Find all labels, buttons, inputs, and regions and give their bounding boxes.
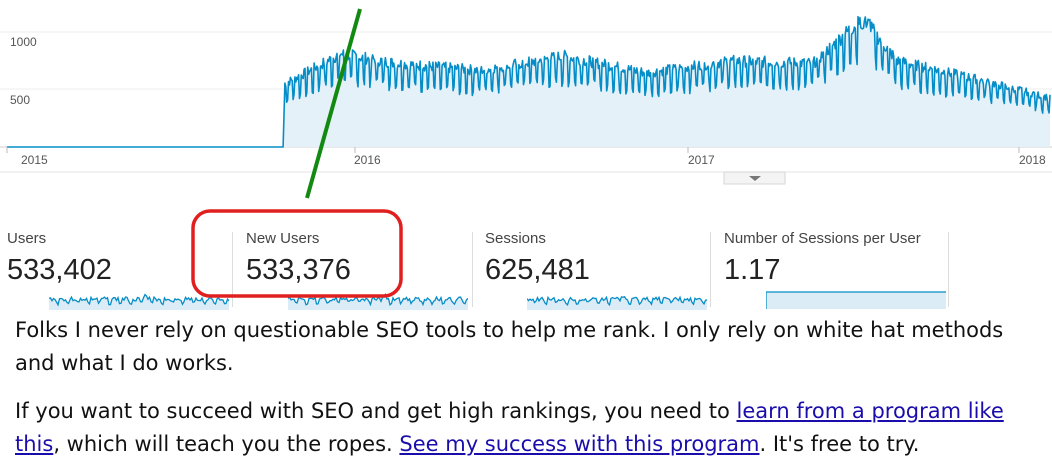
sparkline-line — [527, 295, 707, 307]
sparkline-area — [288, 294, 468, 310]
series-area — [7, 16, 1050, 148]
sparkline-line — [49, 293, 229, 307]
x-tick-2017: 2017 — [688, 153, 715, 167]
caption-paragraph-1: Folks I never rely on questionable SEO t… — [15, 318, 1004, 375]
metric-divider — [948, 232, 949, 307]
metric-label: New Users — [246, 230, 320, 247]
metric-divider — [472, 232, 473, 307]
metric-sparkline — [527, 295, 707, 310]
sparkline-area — [766, 292, 946, 309]
metric-label: Sessions — [485, 230, 546, 247]
metric-users[interactable]: Users 533,402 — [7, 230, 229, 310]
metric-label: Users — [7, 230, 47, 247]
y-tick-500: 500 — [10, 93, 30, 107]
metric-divider — [710, 232, 711, 307]
metric-sparkline — [766, 291, 946, 309]
collapse-chart-button[interactable] — [723, 171, 786, 185]
metric-value: 533,402 — [7, 254, 112, 286]
x-tick-2018: 2018 — [1019, 153, 1046, 167]
caption-text: Folks I never rely on questionable SEO t… — [15, 314, 1047, 476]
x-tick-2016: 2016 — [354, 153, 381, 167]
metric-sparkline — [49, 293, 229, 310]
y-tick-1000: 1000 — [10, 35, 37, 49]
metric-value: 625,481 — [485, 254, 590, 286]
metric-divider — [232, 232, 233, 307]
metric-value: 533,376 — [246, 254, 351, 286]
x-tick-2015: 2015 — [21, 153, 48, 167]
sessions-over-time-chart: 1000 500 2015 2016 2017 2018 — [0, 15, 1052, 185]
metric-label: Number of Sessions per User — [724, 230, 921, 247]
metric-sessions-per-user[interactable]: Number of Sessions per User 1.17 — [724, 230, 949, 310]
metric-new-users[interactable]: New Users 533,376 — [246, 230, 468, 310]
metric-sessions[interactable]: Sessions 625,481 — [485, 230, 707, 310]
sparkline-line — [766, 291, 946, 309]
caption-text-part: . It's free to try. — [759, 432, 920, 456]
metric-sparkline — [288, 293, 468, 310]
sparkline-area — [49, 294, 229, 310]
program-link[interactable]: learn from a program like this — [15, 399, 1004, 456]
caption-text-part: If you want to succeed with SEO and get … — [15, 399, 737, 423]
caption-paragraph-2: If you want to succeed with SEO and get … — [15, 395, 1047, 461]
metric-value: 1.17 — [724, 254, 781, 286]
success-link[interactable]: See my success with this program — [399, 432, 760, 456]
series-line — [7, 15, 1051, 148]
chevron-down-icon — [749, 176, 761, 181]
caption-text-part: , which will teach you the ropes. — [53, 432, 400, 456]
